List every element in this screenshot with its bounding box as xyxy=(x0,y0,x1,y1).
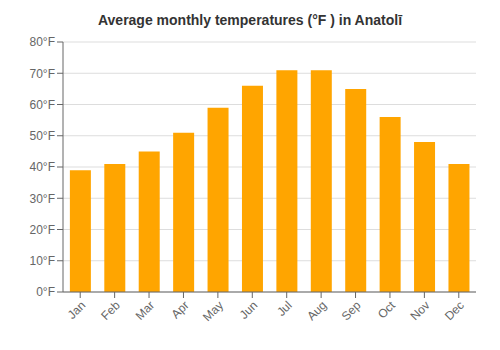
svg-text:Aug: Aug xyxy=(304,298,329,323)
html-text:Average monthly temperatures (: Average monthly temperatures (°F ) in An… xyxy=(98,12,402,28)
svg-text:Feb: Feb xyxy=(98,298,123,323)
svg-text:Sep: Sep xyxy=(339,298,364,323)
svg-text:Oct: Oct xyxy=(375,298,399,322)
svg-text:50°F: 50°F xyxy=(30,129,55,143)
svg-text:60°F: 60°F xyxy=(30,98,55,112)
svg-text:0°F: 0°F xyxy=(36,285,55,299)
svg-text:10°F: 10°F xyxy=(30,254,55,268)
svg-text:May: May xyxy=(200,298,226,324)
svg-text:Jul: Jul xyxy=(274,298,295,319)
svg-text:40°F: 40°F xyxy=(30,160,55,174)
svg-text:80°F: 80°F xyxy=(30,35,55,49)
svg-text:70°F: 70°F xyxy=(30,67,55,81)
svg-text:Jan: Jan xyxy=(65,298,89,322)
svg-text:Dec: Dec xyxy=(442,298,467,323)
svg-text:Jun: Jun xyxy=(237,298,261,322)
svg-text:Apr: Apr xyxy=(168,298,191,321)
svg-text:20°F: 20°F xyxy=(30,223,55,237)
svg-text:30°F: 30°F xyxy=(30,192,55,206)
svg-text:Mar: Mar xyxy=(133,298,158,323)
svg-text:Nov: Nov xyxy=(408,298,433,323)
